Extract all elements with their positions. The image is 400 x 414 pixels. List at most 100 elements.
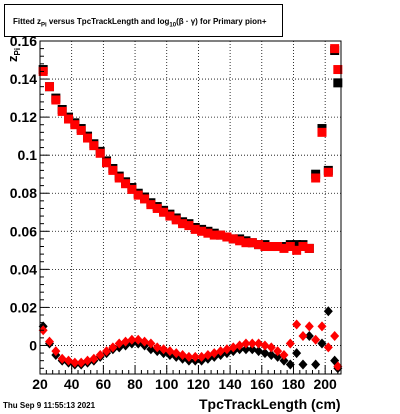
red-square-point <box>140 194 150 204</box>
red-square-point <box>89 141 99 151</box>
red-diamond-point <box>273 346 283 357</box>
red-square-point <box>228 234 238 244</box>
red-square-point <box>45 82 55 92</box>
red-diamond-point <box>323 342 333 353</box>
red-diamond-point <box>209 348 219 359</box>
red-square-point <box>190 224 200 234</box>
red-square-point <box>216 230 226 240</box>
red-square-point <box>317 127 327 137</box>
points-layer <box>38 44 343 374</box>
red-square-point <box>114 173 124 183</box>
red-diamond-point <box>133 334 143 345</box>
red-diamond-point <box>108 342 118 353</box>
red-square-point <box>285 242 295 252</box>
red-square-point <box>266 242 276 252</box>
y-tick-label: 0.02 <box>10 299 37 315</box>
x-tick-label: 20 <box>32 376 48 392</box>
red-diamond-point <box>285 338 295 349</box>
red-diamond-point <box>254 338 264 349</box>
red-diamond-point <box>95 349 105 360</box>
black-square-point <box>333 78 343 88</box>
x-tick-label: 80 <box>127 376 143 392</box>
red-diamond-point <box>241 338 251 349</box>
black-diamond-point <box>285 359 295 370</box>
title-box: Fitted zPi versus TpcTrackLength and log… <box>4 4 283 37</box>
y-tick-label: 0.06 <box>10 223 37 239</box>
red-diamond-point <box>333 361 343 372</box>
red-diamond-point <box>83 355 93 366</box>
title-sub-pi: Pi <box>41 22 47 29</box>
red-diamond-point <box>152 342 162 353</box>
red-square-point <box>133 190 143 200</box>
y-tick-label: 0.16 <box>10 33 37 49</box>
black-diamond-point <box>254 346 264 357</box>
red-diamond-point <box>235 340 245 351</box>
red-diamond-point <box>298 330 308 341</box>
red-square-point <box>311 173 321 183</box>
black-diamond-point <box>266 349 276 360</box>
red-square-point <box>298 242 308 252</box>
red-square-point <box>70 120 80 130</box>
y-tick-label: 0.12 <box>10 109 37 125</box>
red-diamond-point <box>45 336 55 347</box>
red-square-point <box>95 148 105 158</box>
black-diamond-point <box>323 306 333 317</box>
black-square-point <box>292 240 302 250</box>
ticks-layer <box>39 40 339 374</box>
red-square-point <box>292 245 302 255</box>
red-square-point <box>330 44 340 54</box>
red-diamond-point <box>317 321 327 332</box>
red-diamond-point <box>203 349 213 360</box>
labels-layer: 20 40 60 80 100 120 140 160 180 200 0 0.02 0.04 0.06 0… <box>5 33 337 392</box>
y-tick-label: 0.14 <box>10 71 37 87</box>
black-diamond-point <box>273 351 283 362</box>
red-diamond-point <box>292 319 302 330</box>
red-square-point <box>171 215 181 225</box>
red-diamond-point <box>159 344 169 355</box>
red-diamond-point <box>228 342 238 353</box>
red-diamond-point <box>171 348 181 359</box>
red-square-point <box>260 242 270 252</box>
red-diamond-point <box>330 330 340 341</box>
red-diamond-point <box>64 355 74 366</box>
red-diamond-point <box>146 338 156 349</box>
red-diamond-point <box>165 346 175 357</box>
red-diamond-point <box>57 353 67 364</box>
red-square-point <box>241 238 251 248</box>
title-prefix: Fitted z <box>13 17 41 26</box>
red-square-point <box>184 221 194 231</box>
red-square-point <box>83 133 93 143</box>
x-tick-label: 100 <box>155 376 179 392</box>
red-square-point <box>209 230 219 240</box>
red-diamond-point <box>178 349 188 360</box>
y-axis-title: zPi <box>5 48 22 62</box>
title-sub-10: 10 <box>169 22 177 29</box>
chart-title: Fitted zPi versus TpcTrackLength and log… <box>13 17 267 29</box>
black-diamond-point <box>311 359 321 370</box>
red-diamond-point <box>89 353 99 364</box>
red-diamond-point <box>222 344 232 355</box>
black-diamond-point <box>260 348 270 359</box>
x-tick-label: 120 <box>187 376 211 392</box>
x-tick-label: 40 <box>64 376 80 392</box>
y-tick-label: 0.08 <box>10 185 37 201</box>
red-square-point <box>333 65 343 75</box>
title-suffix: (β · γ) for Primary pion+ <box>176 17 267 26</box>
x-tick-label: 140 <box>218 376 242 392</box>
red-square-point <box>146 200 156 210</box>
red-square-point <box>152 203 162 213</box>
red-square-point <box>279 243 289 253</box>
red-square-point <box>273 242 283 252</box>
red-square-point <box>57 106 67 116</box>
red-square-point <box>254 240 264 250</box>
x-axis-title: TpcTrackLength (cm) <box>199 396 341 412</box>
red-square-point <box>197 226 207 236</box>
red-square-point <box>76 125 86 135</box>
black-diamond-point <box>317 338 327 349</box>
red-square-point <box>203 228 213 238</box>
red-diamond-point <box>102 346 112 357</box>
red-square-point <box>323 167 333 177</box>
red-square-point <box>178 219 188 229</box>
red-diamond-point <box>266 342 276 353</box>
